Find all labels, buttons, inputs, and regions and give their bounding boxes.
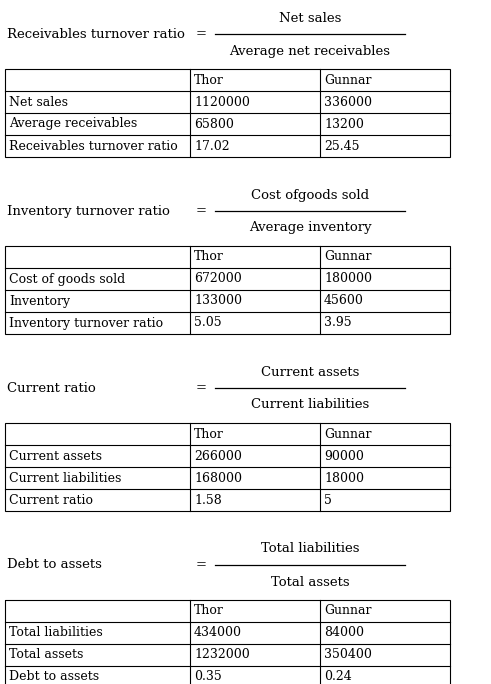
Text: 18000: 18000 [324,471,364,484]
Text: Debt to assets: Debt to assets [7,559,102,572]
Text: Total assets: Total assets [9,648,83,661]
Text: 350400: 350400 [324,648,372,661]
Text: Debt to assets: Debt to assets [9,670,99,683]
Text: 168000: 168000 [194,471,242,484]
Text: Current ratio: Current ratio [7,382,96,395]
Text: Average inventory: Average inventory [248,222,371,235]
Bar [5,69,450,157]
Text: Inventory: Inventory [9,295,70,308]
Text: 1.58: 1.58 [194,493,222,506]
Text: 0.35: 0.35 [194,670,222,683]
Text: 17.02: 17.02 [194,140,230,153]
Text: Receivables turnover ratio: Receivables turnover ratio [7,27,185,40]
Text: 45600: 45600 [324,295,364,308]
Text: Average net receivables: Average net receivables [229,44,390,57]
Text: Gunnar: Gunnar [324,428,372,440]
Text: Current assets: Current assets [9,449,102,462]
Text: Inventory turnover ratio: Inventory turnover ratio [7,205,170,218]
Text: 84000: 84000 [324,627,364,640]
Text: Thor: Thor [194,428,224,440]
Text: 13200: 13200 [324,118,364,131]
Bar [5,600,450,684]
Text: Gunnar: Gunnar [324,605,372,618]
Text: =: = [196,27,207,40]
Text: 3.95: 3.95 [324,317,352,330]
Text: 133000: 133000 [194,295,242,308]
Text: Average receivables: Average receivables [9,118,137,131]
Text: Cost ofgoods sold: Cost ofgoods sold [251,189,369,202]
Text: Net sales: Net sales [279,12,341,25]
Text: 266000: 266000 [194,449,242,462]
Text: Net sales: Net sales [9,96,68,109]
Text: Thor: Thor [194,250,224,263]
Text: 336000: 336000 [324,96,372,109]
Text: =: = [196,559,207,572]
Text: 434000: 434000 [194,627,242,640]
Text: 5: 5 [324,493,332,506]
Text: Current liabilities: Current liabilities [251,399,369,412]
Text: 180000: 180000 [324,272,372,285]
Text: 25.45: 25.45 [324,140,359,153]
Text: 90000: 90000 [324,449,364,462]
Text: Total liabilities: Total liabilities [9,627,103,640]
Text: Receivables turnover ratio: Receivables turnover ratio [9,140,178,153]
Text: Gunnar: Gunnar [324,73,372,86]
Text: 1120000: 1120000 [194,96,250,109]
Text: 1232000: 1232000 [194,648,250,661]
Bar [5,246,450,334]
Text: Total assets: Total assets [271,575,349,588]
Text: 5.05: 5.05 [194,317,221,330]
Text: 672000: 672000 [194,272,242,285]
Text: Current liabilities: Current liabilities [9,471,121,484]
Text: Current ratio: Current ratio [9,493,93,506]
Text: Cost of goods sold: Cost of goods sold [9,272,125,285]
Text: Thor: Thor [194,605,224,618]
Text: =: = [196,382,207,395]
Text: Total liabilities: Total liabilities [261,542,359,555]
Text: Gunnar: Gunnar [324,250,372,263]
Bar [5,423,450,511]
Text: Thor: Thor [194,73,224,86]
Text: 65800: 65800 [194,118,234,131]
Text: Inventory turnover ratio: Inventory turnover ratio [9,317,163,330]
Text: =: = [196,205,207,218]
Text: Current assets: Current assets [261,365,359,378]
Text: 0.24: 0.24 [324,670,352,683]
